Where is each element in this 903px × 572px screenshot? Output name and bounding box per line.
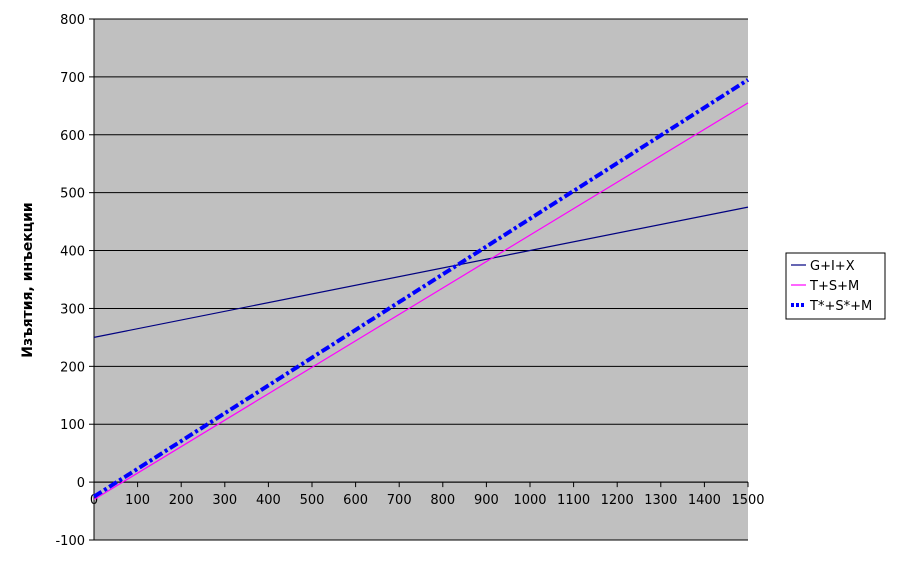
y-tick-label-0: -100 [55,534,85,549]
y-tick-label-2: 100 [60,418,85,433]
x-tick-label-6: 600 [343,493,368,508]
x-tick-label-13: 1300 [644,493,677,508]
x-tick-label-3: 300 [212,493,237,508]
series-line-1 [93,102,749,501]
x-tick-label-15: 1500 [731,493,764,508]
x-tick-label-7: 700 [387,493,412,508]
x-tick-label-14: 1400 [688,493,721,508]
y-tick-label-9: 800 [60,13,85,28]
x-tick-label-10: 1000 [513,493,546,508]
series-line-0 [93,206,749,338]
y-tick-label-8: 700 [60,71,85,86]
y-tick-label-6: 500 [60,187,85,202]
y-tick-label-5: 400 [60,245,85,260]
x-tick-label-8: 800 [430,493,455,508]
x-tick-label-12: 1200 [601,493,634,508]
legend-label-2: T*+S*+M [809,299,872,314]
x-tick-label-2: 200 [169,493,194,508]
legend: G+I+X T+S+M T*+S*+M [785,252,886,320]
series-line-2 [92,78,750,499]
y-tick-label-4: 300 [60,302,85,317]
x-tick-label-9: 900 [474,493,499,508]
legend-label-0: G+I+X [810,259,855,274]
x-tick-label-1: 100 [125,493,150,508]
x-tick-label-0: 0 [90,493,98,508]
x-tick-label-11: 1100 [557,493,590,508]
legend-label-1: T+S+M [809,279,859,294]
legend-box [785,252,886,320]
y-tick-label-7: 600 [60,129,85,144]
x-tick-label-5: 500 [300,493,325,508]
x-tick-label-4: 400 [256,493,281,508]
plot-area [94,19,748,540]
y-axis-label: Изъятия, инъекции [20,202,36,357]
y-tick-label-3: 200 [60,360,85,375]
y-tick-label-1: 0 [77,476,85,491]
